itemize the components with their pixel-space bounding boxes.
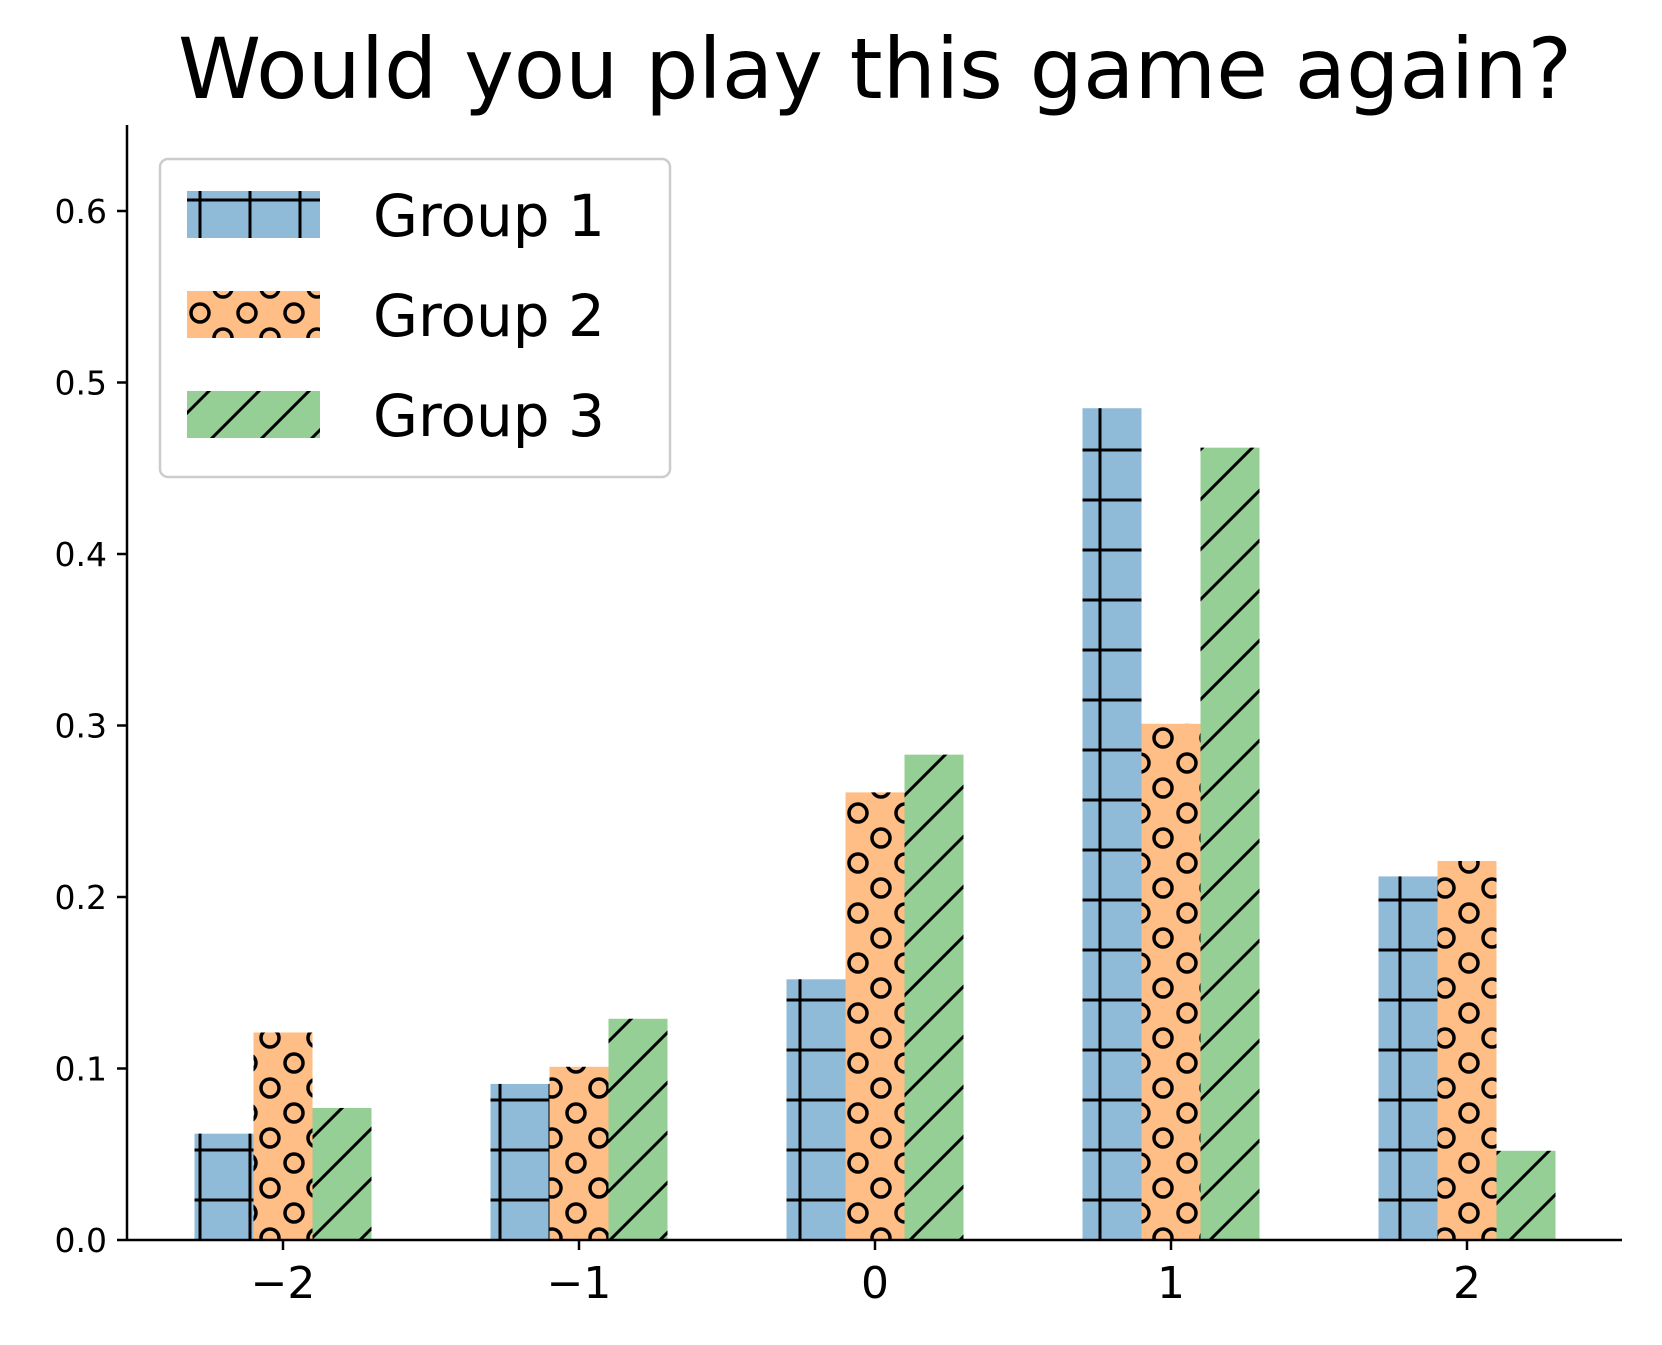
y-tick-label: 0.6: [55, 192, 107, 231]
y-tick-label: 0.5: [55, 364, 107, 403]
legend: Group 1 Group 2 Group 3: [158, 157, 672, 479]
bar-hatch-group-1-cat-4: [1378, 876, 1438, 1240]
legend-swatch-hatch-1: [187, 191, 320, 238]
x-tick-label: −1: [547, 1258, 612, 1309]
bar-hatch-group-2-cat-3: [1141, 723, 1201, 1240]
bar-hatch-group-3-cat-0: [312, 1107, 372, 1240]
axes: 0.0 0.1 0.2 0.3 0.4 0.5 0.6 −2 −1 0 1 2: [55, 125, 1622, 1309]
bar-hatch-group-2-cat-4: [1437, 860, 1497, 1240]
legend-label-3: Group 3: [373, 382, 605, 450]
legend-swatch-hatch-3: [187, 391, 320, 438]
y-tick-label: 0.0: [55, 1221, 107, 1260]
y-tick-label: 0.2: [55, 878, 107, 917]
chart-title: Would you play this game again?: [178, 20, 1572, 118]
x-tick-label: 1: [1157, 1258, 1185, 1309]
bar-hatch-group-1-cat-0: [194, 1133, 254, 1240]
legend-label-1: Group 1: [373, 182, 605, 250]
y-tick-label: 0.3: [55, 707, 107, 746]
bar-hatch-group-2-cat-0: [253, 1032, 313, 1240]
legend-label-2: Group 2: [373, 282, 605, 350]
x-tick-label: −2: [251, 1258, 316, 1309]
x-tick-label: 2: [1453, 1258, 1481, 1309]
bar-hatch-group-3-cat-2: [904, 754, 964, 1240]
bar-hatch-group-3-cat-4: [1496, 1150, 1556, 1240]
bar-hatch-group-3-cat-3: [1200, 447, 1260, 1240]
bars: [194, 408, 1556, 1241]
y-tick-label: 0.4: [55, 535, 107, 574]
bar-hatch-group-1-cat-3: [1082, 408, 1142, 1241]
bar-hatch-group-2-cat-2: [845, 792, 905, 1240]
bar-hatch-group-1-cat-1: [490, 1083, 550, 1240]
bar-hatch-group-2-cat-1: [549, 1066, 609, 1240]
legend-swatch-hatch-2: [187, 291, 320, 338]
bar-hatch-group-3-cat-1: [608, 1018, 668, 1240]
bar-hatch-group-1-cat-2: [786, 979, 846, 1240]
x-tick-label: 0: [861, 1258, 889, 1309]
y-tick-label: 0.1: [55, 1050, 107, 1089]
